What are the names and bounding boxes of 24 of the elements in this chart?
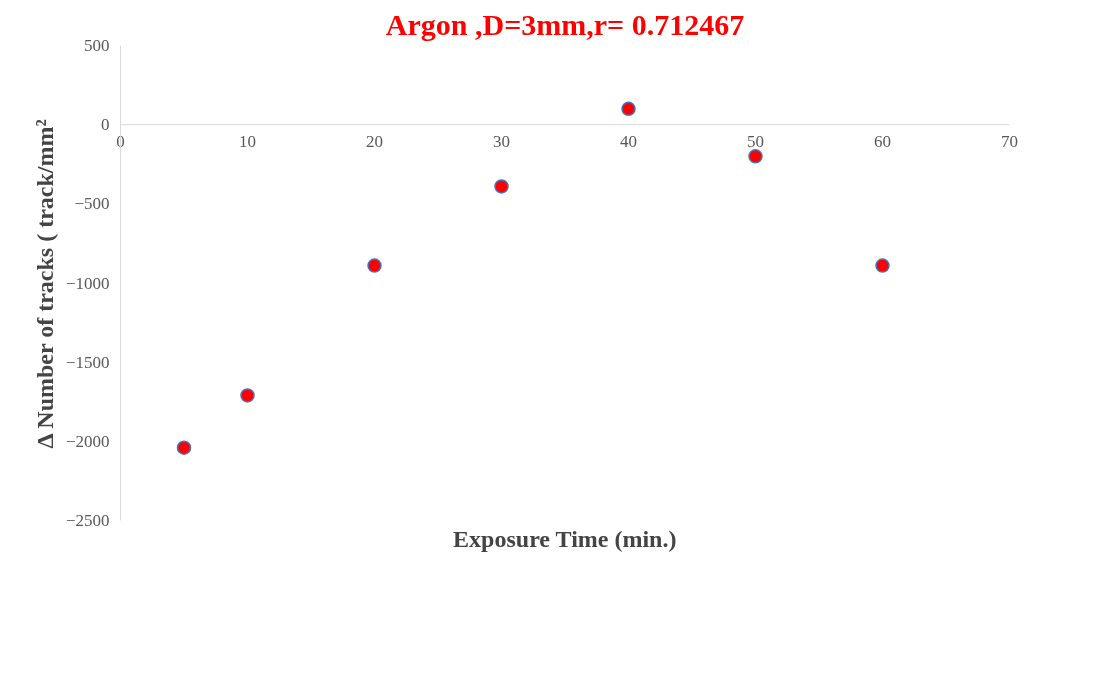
point [875,258,890,273]
point [240,388,255,403]
point [367,258,382,273]
y-tick-label: −2500 [65,511,110,530]
x-tick-label: 40 [620,131,637,151]
y-tick-label: −1000 [65,273,110,293]
x-tick-label: 20 [366,131,383,151]
y-tick-label: −500 [74,194,110,214]
point [748,149,763,164]
y-axis-title: Δ Number of tracks ( track/mm² [31,119,58,449]
x-axis-title: Exposure Time (min.) [453,525,677,552]
chart-title: Argon ,D=3mm,r= 0.712467 [385,7,745,41]
point [494,179,509,194]
x-tick-label: 30 [493,131,510,151]
y-tick-label: 0 [101,115,110,135]
y-tick-label: −1500 [65,352,110,372]
point [176,440,192,455]
y-tick-label: 500 [84,36,110,55]
point [621,101,636,117]
x-tick-label: 60 [874,131,891,151]
x-tick-label: 70 [1001,131,1018,151]
x-tick-label: 50 [747,131,764,151]
y-tick-label: −2000 [65,431,110,451]
x-tick-label: 10 [239,131,256,151]
